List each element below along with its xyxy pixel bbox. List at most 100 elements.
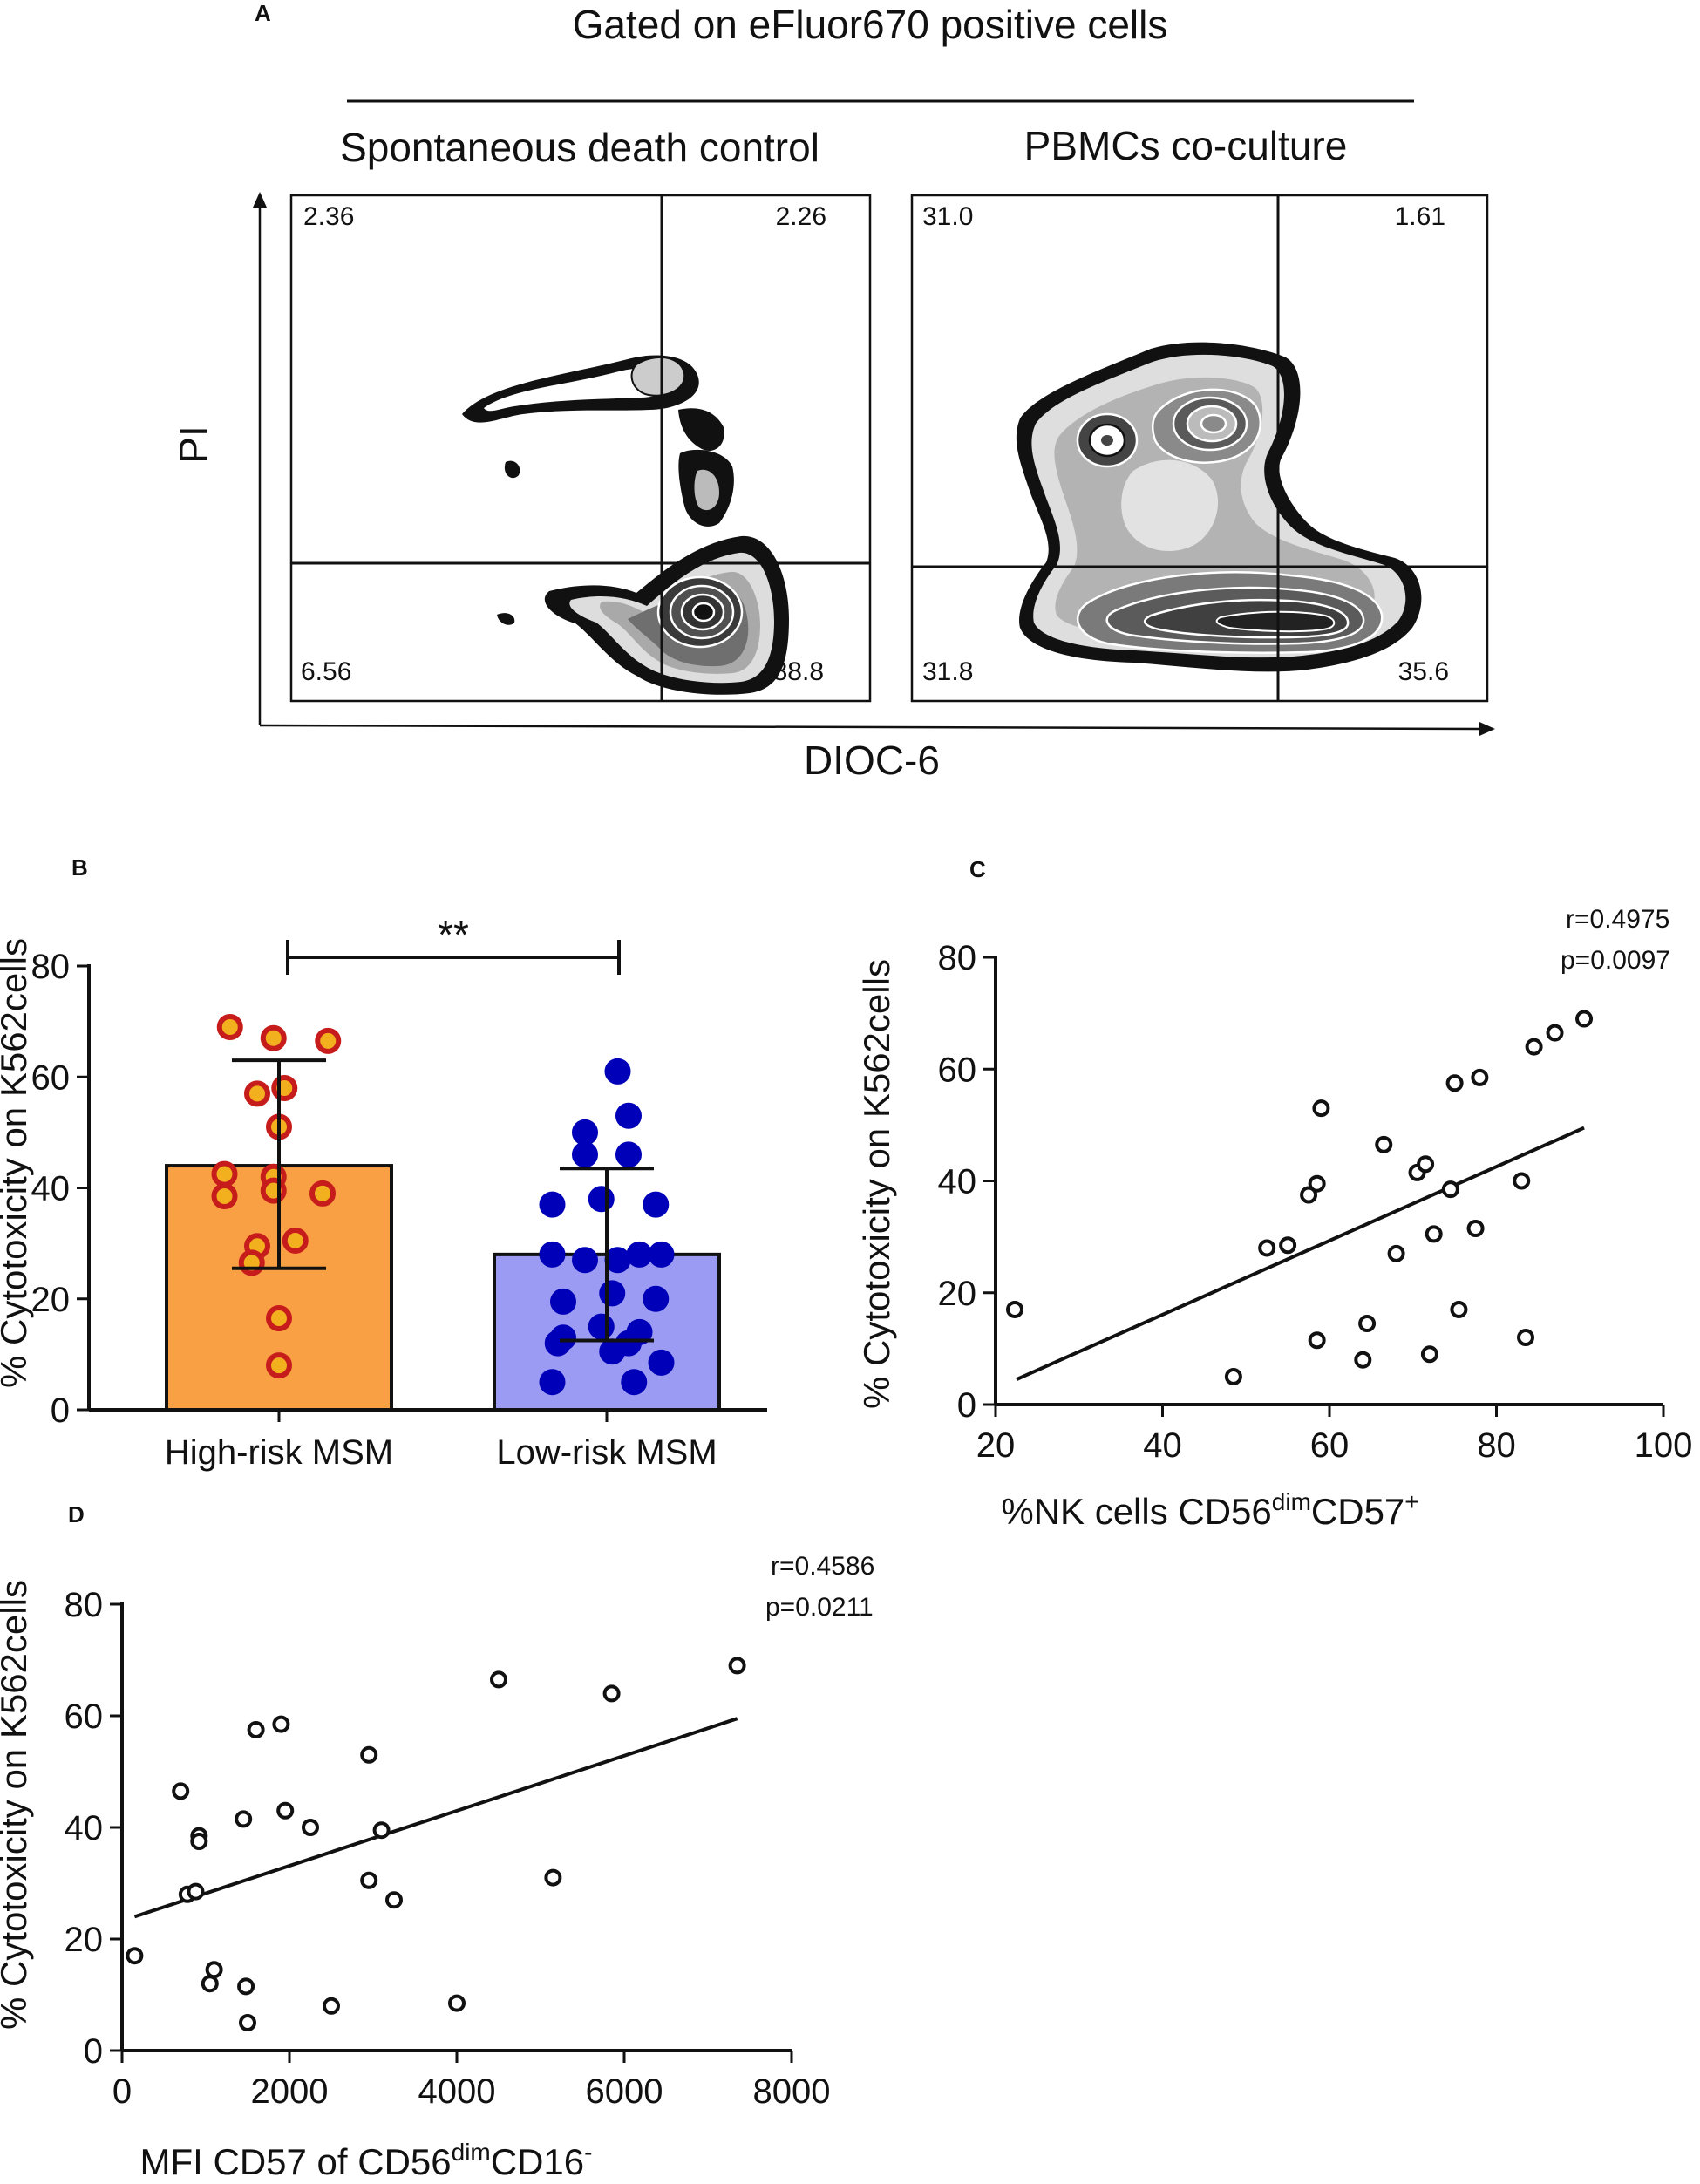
panel-d-x-title-sup1: dim <box>452 2139 491 2166</box>
panel-a: A Gated on eFluor670 positive cells Spon… <box>171 0 1495 783</box>
left-quadrant-upper-left: 2.36 <box>303 202 354 231</box>
panel-c-data-point <box>1358 1315 1377 1333</box>
panel-d-x-title-main: MFI CD57 of CD56 <box>140 2141 452 2182</box>
panel-b-significance: ** <box>286 912 621 975</box>
panel-b-data-point <box>544 1330 571 1357</box>
panel-d-y-title: % Cytotoxicity on K562cells <box>0 1580 34 2030</box>
panel-d-data-point <box>385 1891 403 1909</box>
right-contour-density <box>1016 342 1422 672</box>
panel-c-y-tick-label: 80 <box>938 939 977 977</box>
panel-c-x-title-mid: CD57 <box>1311 1491 1404 1532</box>
panel-d-x-tick-label: 4000 <box>418 2072 496 2111</box>
panel-d-data-point <box>302 1819 319 1836</box>
panel-d-data-point <box>190 1833 208 1850</box>
panel-b-data-point <box>648 1349 675 1376</box>
panel-c-data-point <box>1441 1180 1459 1199</box>
dioc-axis-line <box>259 724 1483 731</box>
panel-b-data-point <box>572 1119 598 1146</box>
left-contour-plot: 2.36 2.26 6.56 88.8 <box>289 194 872 703</box>
panel-b-data-point <box>615 1102 642 1129</box>
panel-d-r-value: r=0.4586 <box>771 1552 874 1581</box>
panel-c-data-point <box>1279 1236 1297 1255</box>
panel-d-data-point <box>448 1994 466 2012</box>
panel-b-data-point <box>539 1241 566 1268</box>
panel-b-data-point <box>260 1024 287 1051</box>
panel-b-y-tick-label: 0 <box>51 1391 70 1430</box>
panel-b-data-point <box>282 1227 309 1254</box>
panel-c-data-point <box>1417 1155 1435 1174</box>
panel-d-data-point <box>126 1947 144 1965</box>
panel-c-data-point <box>1387 1244 1405 1262</box>
panel-b-data-point <box>643 1191 670 1218</box>
panel-d-data-point <box>360 1871 378 1889</box>
panel-b-x-tick-label: High-risk MSM <box>165 1433 393 1472</box>
panel-b-data-point <box>615 1330 642 1357</box>
right-quadrant-lower-left: 31.8 <box>922 657 973 686</box>
left-quadrant-lower-left: 6.56 <box>301 657 351 686</box>
panel-d-x-title: MFI CD57 of CD56dimCD16- <box>140 2139 593 2182</box>
panel-c-x-tick-label: 100 <box>1635 1426 1693 1465</box>
panel-b-y-tick-label: 40 <box>31 1170 71 1208</box>
panel-c-data-point <box>1466 1220 1485 1238</box>
panel-b-data-point <box>216 1013 243 1040</box>
panel-c-data-point <box>1546 1024 1564 1042</box>
panel-d-data-point <box>372 1821 391 1840</box>
panel-d-plot-area: 0 20 40 60 80 0 2000 4000 6000 8000 <box>65 1586 831 2111</box>
panel-d-data-point <box>247 1721 265 1738</box>
panel-d-y-tick-label: 40 <box>65 1809 104 1847</box>
panel-c-data-point <box>1575 1010 1594 1028</box>
panel-c-regression-line <box>1016 1126 1585 1381</box>
panel-c-y-tick-label: 0 <box>957 1386 976 1425</box>
panel-c-data-point <box>1420 1345 1438 1364</box>
panel-b-data-point <box>266 1305 292 1332</box>
panel-b-data-point <box>539 1191 566 1218</box>
panel-c-data-point <box>1224 1367 1242 1385</box>
panel-c-data-point <box>1445 1074 1464 1092</box>
panel-b-data-point <box>260 1177 287 1204</box>
panel-d-data-point <box>544 1868 562 1887</box>
panel-c-data-point <box>1300 1186 1318 1204</box>
panel-c-data-point <box>1525 1038 1543 1056</box>
panel-d-data-point <box>276 1801 295 1820</box>
left-quadrant-upper-right: 2.26 <box>776 202 826 231</box>
panel-b-data-point <box>604 1058 631 1085</box>
panel-b-data-point <box>244 1080 270 1107</box>
panel-d-data-point <box>239 2014 256 2031</box>
panel-b-data-point <box>550 1288 576 1315</box>
panel-b-data-point <box>599 1280 626 1307</box>
panel-c-x-tick-label: 80 <box>1477 1426 1516 1465</box>
panel-c-y-tick-label: 20 <box>938 1275 977 1313</box>
panel-b-y-tick-label: 60 <box>31 1058 71 1097</box>
panel-d-scatter: D % Cytotoxicity on K562cells r=0.4586 p… <box>0 1501 874 2182</box>
panel-c-x-tick-label: 40 <box>1143 1426 1182 1465</box>
panel-c-data-point <box>1517 1329 1535 1347</box>
panel-c-data-point <box>1450 1300 1468 1318</box>
right-quadrant-upper-right: 1.61 <box>1395 202 1445 231</box>
panel-d-data-point <box>172 1782 190 1800</box>
panel-b-data-point <box>604 1247 631 1274</box>
pi-axis-arrow <box>253 192 267 208</box>
panel-d-x-tick-label: 2000 <box>251 2072 329 2111</box>
panel-c-y-tick-label: 40 <box>938 1163 977 1201</box>
right-quadrant-upper-left: 31.0 <box>922 202 973 231</box>
panel-b-axes <box>87 964 767 1412</box>
panel-b-y-ticks: 0 20 40 60 80 <box>31 948 89 1430</box>
panel-b-y-tick-label: 80 <box>31 948 71 986</box>
panel-d-data-point <box>602 1684 621 1703</box>
panel-b-data-point <box>588 1313 615 1340</box>
panel-c-data-point <box>1308 1174 1326 1193</box>
panel-d-regression-line <box>133 1717 738 1919</box>
panel-a-header: Gated on eFluor670 positive cells <box>573 2 1168 47</box>
dioc-axis-arrow <box>1479 722 1495 736</box>
panel-d-x-title-mid: CD16 <box>491 2141 584 2182</box>
panel-d-y-tick-label: 20 <box>65 1921 104 1959</box>
panel-d-y-tick-label: 0 <box>84 2032 103 2071</box>
panel-b-data-point <box>309 1180 336 1207</box>
panel-d-y-tick-label: 60 <box>65 1698 104 1736</box>
panel-c-data-point <box>1513 1172 1531 1190</box>
panel-b-y-title: % Cytotoxicity on K562cells <box>0 938 34 1388</box>
panel-d-x-tick-label: 8000 <box>753 2072 831 2111</box>
left-plot-title: Spontaneous death control <box>340 125 819 170</box>
